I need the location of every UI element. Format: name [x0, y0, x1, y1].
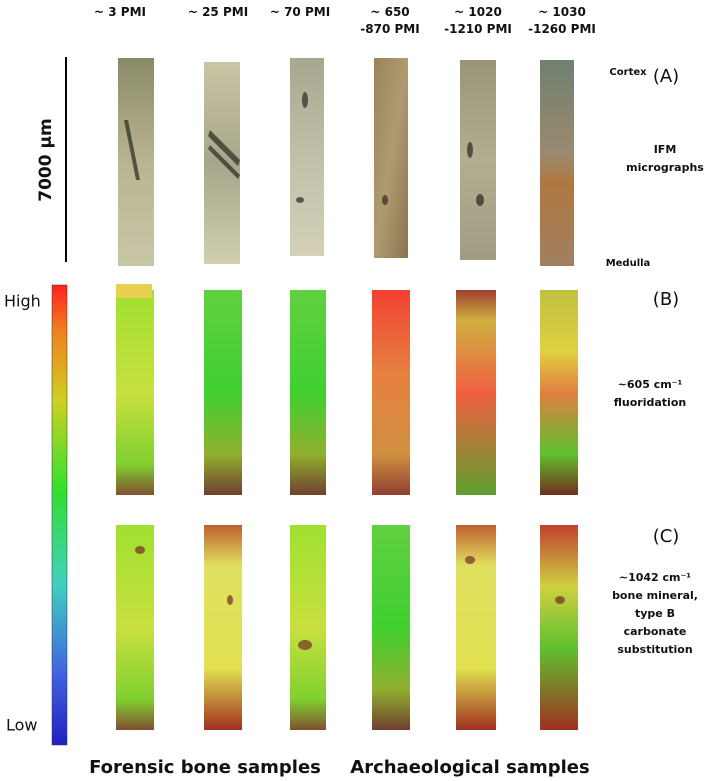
scale-bar-label: 7000 µm — [36, 118, 56, 201]
raman-map — [372, 290, 410, 495]
header-line: ~ 70 PMI — [270, 5, 330, 19]
orientation-label: Medulla — [606, 258, 651, 269]
maps-c — [116, 525, 578, 730]
orientation-label: Cortex — [609, 67, 647, 78]
row-label-line: type B — [635, 607, 675, 620]
raman-map — [540, 525, 578, 730]
header-line: -870 PMI — [360, 22, 419, 36]
maps-b — [116, 284, 578, 495]
column-header: ~ 3 PMI — [94, 5, 146, 19]
micrograph — [290, 58, 324, 256]
panel-label: (A) — [653, 66, 679, 87]
raman-map — [456, 290, 496, 495]
header-line: -1260 PMI — [528, 22, 596, 36]
raman-map — [372, 525, 410, 730]
raman-map — [116, 525, 154, 730]
raman-map — [290, 525, 326, 730]
raman-map — [204, 525, 242, 730]
row-labels: (A) IFM micrographs (B) ~605 cm⁻¹ fluorida… — [612, 66, 704, 656]
column-header: ~ 25 PMI — [188, 5, 248, 19]
row-label-line: bone mineral, — [612, 589, 698, 602]
row-label-line: IFM — [654, 143, 677, 156]
row-label-line: ~605 cm⁻¹ — [618, 378, 683, 391]
column-header: ~ 1020 -1210 PMI — [444, 5, 512, 36]
header-line: ~ 3 PMI — [94, 5, 146, 19]
panel-label: (B) — [653, 289, 679, 310]
color-scale-high: High — [4, 292, 41, 311]
row-label: ~1042 cm⁻¹ bone mineral, type B carbonate su… — [612, 571, 698, 656]
micrographs — [118, 58, 574, 266]
raman-map — [540, 290, 578, 495]
raman-map — [456, 525, 496, 730]
group-label: Forensic bone samples — [89, 757, 321, 778]
raman-map — [290, 290, 326, 495]
row-label-line: micrographs — [626, 161, 704, 174]
header-line: -1210 PMI — [444, 22, 512, 36]
micrograph — [540, 60, 574, 266]
micrograph — [374, 58, 408, 258]
panel-label: (C) — [653, 526, 680, 547]
column-header: ~ 1030 -1260 PMI — [528, 5, 596, 36]
row-label-line: fluoridation — [614, 396, 686, 409]
header-line: ~ 650 — [370, 5, 409, 19]
header-line: ~ 1030 — [538, 5, 586, 19]
raman-map — [116, 290, 154, 495]
row-label: ~605 cm⁻¹ fluoridation — [614, 378, 686, 409]
row-label-line: carbonate — [624, 625, 687, 638]
group-label: Archaeological samples — [350, 757, 589, 778]
color-scale — [51, 284, 68, 746]
header-line: ~ 25 PMI — [188, 5, 248, 19]
row-label-line: ~1042 cm⁻¹ — [619, 571, 691, 584]
header-line: ~ 1020 — [454, 5, 502, 19]
micrograph — [460, 60, 496, 260]
color-scale-low: Low — [6, 716, 38, 735]
column-headers: ~ 3 PMI ~ 25 PMI ~ 70 PMI ~ 650 -870 PMI … — [94, 5, 596, 36]
column-header: ~ 70 PMI — [270, 5, 330, 19]
row-label: IFM micrographs — [626, 143, 704, 174]
raman-map-edge — [116, 284, 152, 298]
raman-map — [204, 290, 242, 495]
column-header: ~ 650 -870 PMI — [360, 5, 419, 36]
row-label-line: substitution — [617, 643, 692, 656]
